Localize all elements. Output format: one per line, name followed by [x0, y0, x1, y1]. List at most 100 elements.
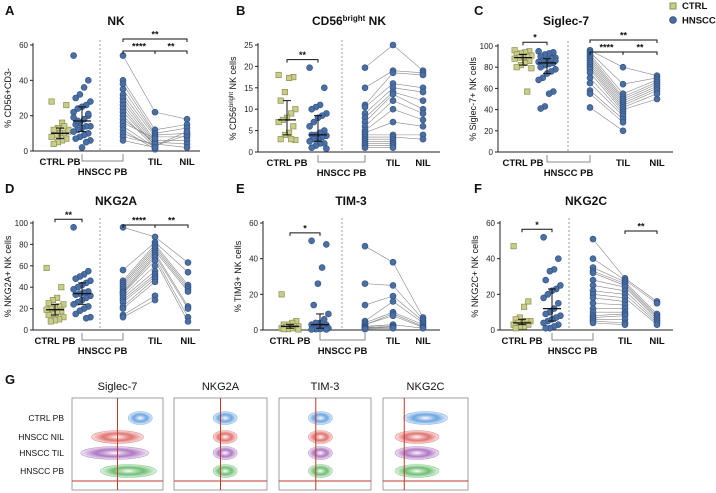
- pair-line: [589, 54, 624, 94]
- category-label: CTRL PB: [267, 158, 308, 169]
- pair-line: [392, 44, 424, 71]
- pair-line: [122, 108, 156, 146]
- pair-line: [154, 127, 188, 134]
- pair-line: [622, 81, 658, 98]
- panel-letter: F: [474, 181, 482, 196]
- category-label: TIL: [148, 336, 162, 347]
- pair-line: [589, 69, 624, 110]
- y-tick-label: 60: [486, 219, 495, 228]
- pair-line: [392, 72, 424, 76]
- pair-line: [622, 98, 658, 110]
- til-point: [389, 298, 397, 305]
- hnscc-pb-point: [544, 291, 552, 298]
- category-label: TIL: [386, 158, 400, 169]
- pair-line: [624, 286, 658, 320]
- til-point: [151, 108, 159, 116]
- pair-line: [154, 250, 189, 292]
- pair-line: [364, 72, 394, 106]
- significance-label: ****: [132, 216, 147, 226]
- y-tick-label: 80: [484, 63, 493, 72]
- pair-line: [622, 79, 658, 94]
- ctrl-pb-point: [525, 298, 532, 305]
- ctrl-pb-point: [288, 136, 295, 143]
- y-tick-label: 60: [249, 219, 258, 228]
- pair-line: [364, 87, 394, 114]
- contour-hnscc-til: [308, 446, 333, 460]
- ctrl-pb-point: [58, 284, 65, 291]
- y-tick-label: 40: [249, 255, 258, 264]
- pair-line: [589, 62, 624, 104]
- hnscc-pb-point: [310, 118, 318, 126]
- hnscc-pb-bracket: [319, 333, 366, 341]
- hnscc-pb-point: [72, 275, 79, 282]
- paired-pb-point: [586, 104, 594, 111]
- paired-pb-point: [586, 90, 594, 97]
- y-tick-label: 20: [244, 62, 253, 71]
- pair-line: [624, 278, 658, 302]
- category-label: NIL: [415, 336, 431, 347]
- pair-line: [154, 246, 189, 288]
- pair-line: [122, 244, 156, 281]
- til-point: [389, 312, 397, 320]
- y-tick-label: 100: [15, 219, 29, 228]
- hnscc-pb-point: [314, 280, 322, 287]
- nil-point: [419, 116, 427, 124]
- nil-point: [184, 305, 192, 312]
- panel-letter: C: [474, 3, 484, 18]
- y-tick-label: 0: [24, 147, 29, 156]
- pair-line: [122, 242, 156, 271]
- ctrl-pb-point: [278, 291, 285, 298]
- hnscc-pb-point: [82, 314, 90, 322]
- significance-bracket: [624, 230, 658, 234]
- significance-bracket: [122, 38, 188, 42]
- row-label: HNSCC NIL: [18, 432, 64, 442]
- y-tick-label: 20: [19, 305, 28, 314]
- pair-line: [122, 101, 156, 143]
- pair-line: [592, 238, 626, 279]
- nil-point: [419, 110, 427, 117]
- contour-hnscc-til: [80, 446, 150, 460]
- pair-line: [122, 122, 156, 139]
- category-label: TIL: [616, 158, 630, 169]
- category-label: HNSCC PB: [318, 346, 368, 357]
- pair-line: [122, 254, 156, 292]
- hnscc-pb-point: [72, 310, 79, 318]
- y-tick-label: 5: [249, 127, 254, 136]
- pair-line: [122, 250, 156, 288]
- ctrl-pb-point: [50, 126, 57, 133]
- contour-ctrl-pb: [403, 411, 448, 425]
- pair-line: [122, 226, 156, 238]
- significance-label: *: [535, 220, 539, 230]
- ctrl-pb-point: [292, 106, 299, 113]
- pair-line: [122, 140, 156, 148]
- paired-pb-point: [589, 319, 597, 327]
- significance-label: **: [299, 50, 307, 60]
- pair-line: [624, 281, 658, 315]
- til-point: [621, 321, 629, 328]
- pair-line: [364, 315, 394, 325]
- paired-pb-point: [119, 137, 127, 144]
- paired-pb-point: [361, 84, 369, 92]
- panel-letter: G: [5, 372, 15, 387]
- paired-pb-point: [361, 64, 369, 71]
- nil-point: [419, 88, 427, 96]
- category-label: NIL: [180, 336, 196, 347]
- pair-line: [364, 245, 394, 263]
- pair-line: [154, 236, 189, 263]
- hnscc-pb-point: [70, 52, 77, 59]
- panel-title: TIM-3: [335, 194, 367, 208]
- paired-pb-point: [589, 235, 597, 243]
- category-label: HNSCC PB: [317, 168, 367, 179]
- pair-line: [122, 276, 156, 303]
- hnscc-pb-point: [308, 326, 315, 333]
- ctrl-pb-point: [286, 74, 293, 82]
- ctrl-pb-point: [48, 133, 55, 140]
- pair-line: [364, 94, 394, 123]
- y-tick-label: 40: [19, 283, 28, 292]
- significance-label: **: [65, 210, 73, 220]
- til-point: [619, 119, 627, 126]
- hnscc-pb-point: [306, 64, 313, 71]
- pair-line: [589, 72, 624, 112]
